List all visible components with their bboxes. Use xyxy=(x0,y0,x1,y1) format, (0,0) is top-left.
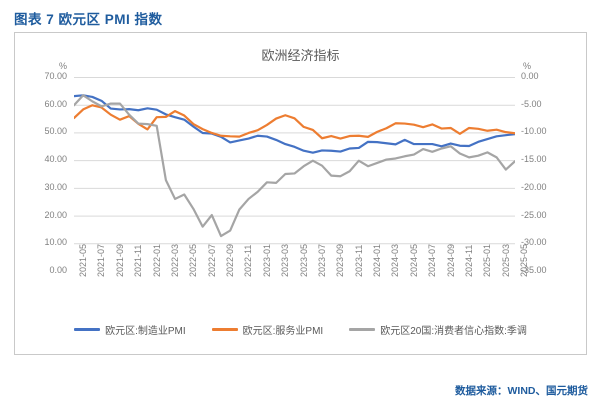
chart-card: 欧洲经济指标 % % 0.00 10.00 20.00 30.00 40.00 50.00… xyxy=(14,32,587,355)
right-axis-tick: -5.00 xyxy=(521,98,542,109)
chart-canvas xyxy=(74,77,515,245)
chart-legend: 欧元区:制造业PMI 欧元区:服务业PMI 欧元区20国:消费者信心指数:季调 xyxy=(15,322,586,337)
legend-swatch-icon xyxy=(211,328,238,331)
legend-item[interactable]: 欧元区20国:消费者信心指数:季调 xyxy=(349,322,527,337)
left-axis-tick: 0.00 xyxy=(49,265,67,275)
chart-title: 欧洲经济指标 xyxy=(261,48,340,63)
left-axis-tick: 70.00 xyxy=(44,71,67,81)
left-axis-tick: 20.00 xyxy=(44,209,67,220)
figure-title: 图表 7 欧元区 PMI 指数 xyxy=(14,12,163,27)
x-axis-tick: 2025-05 xyxy=(519,243,529,277)
right-axis-unit-label: % xyxy=(523,61,532,71)
right-axis-tick: -30.00 xyxy=(521,237,547,248)
source-note: 数据来源：WIND、国元期货 xyxy=(455,385,588,397)
right-axis-tick: -35.00 xyxy=(521,265,547,275)
right-axis-tick: -15.00 xyxy=(521,154,547,165)
left-axis-tick: 60.00 xyxy=(44,98,67,109)
legend-swatch-icon xyxy=(349,328,376,331)
series-line-1 xyxy=(74,104,515,140)
series-line-2 xyxy=(74,94,515,238)
right-axis-tick: -10.00 xyxy=(521,126,547,137)
left-axis-tick: 40.00 xyxy=(44,154,67,165)
legend-label: 欧元区:制造业PMI xyxy=(105,326,186,337)
legend-item[interactable]: 欧元区:服务业PMI xyxy=(211,322,324,337)
left-axis-tick: 30.00 xyxy=(44,181,67,192)
legend-label: 欧元区20国:消费者信心指数:季调 xyxy=(380,326,527,337)
series-line-0 xyxy=(74,94,515,154)
right-axis-tick: -20.00 xyxy=(521,181,547,192)
right-axis-tick: 0.00 xyxy=(521,71,539,81)
right-axis-tick: -25.00 xyxy=(521,209,547,220)
legend-item[interactable]: 欧元区:制造业PMI xyxy=(74,322,186,337)
plot-area xyxy=(74,77,515,271)
left-axis-tick: 50.00 xyxy=(44,126,67,137)
legend-label: 欧元区:服务业PMI xyxy=(242,326,324,337)
legend-swatch-icon xyxy=(74,328,101,331)
left-axis-unit-label: % xyxy=(59,61,68,71)
left-axis-tick: 10.00 xyxy=(44,237,67,248)
